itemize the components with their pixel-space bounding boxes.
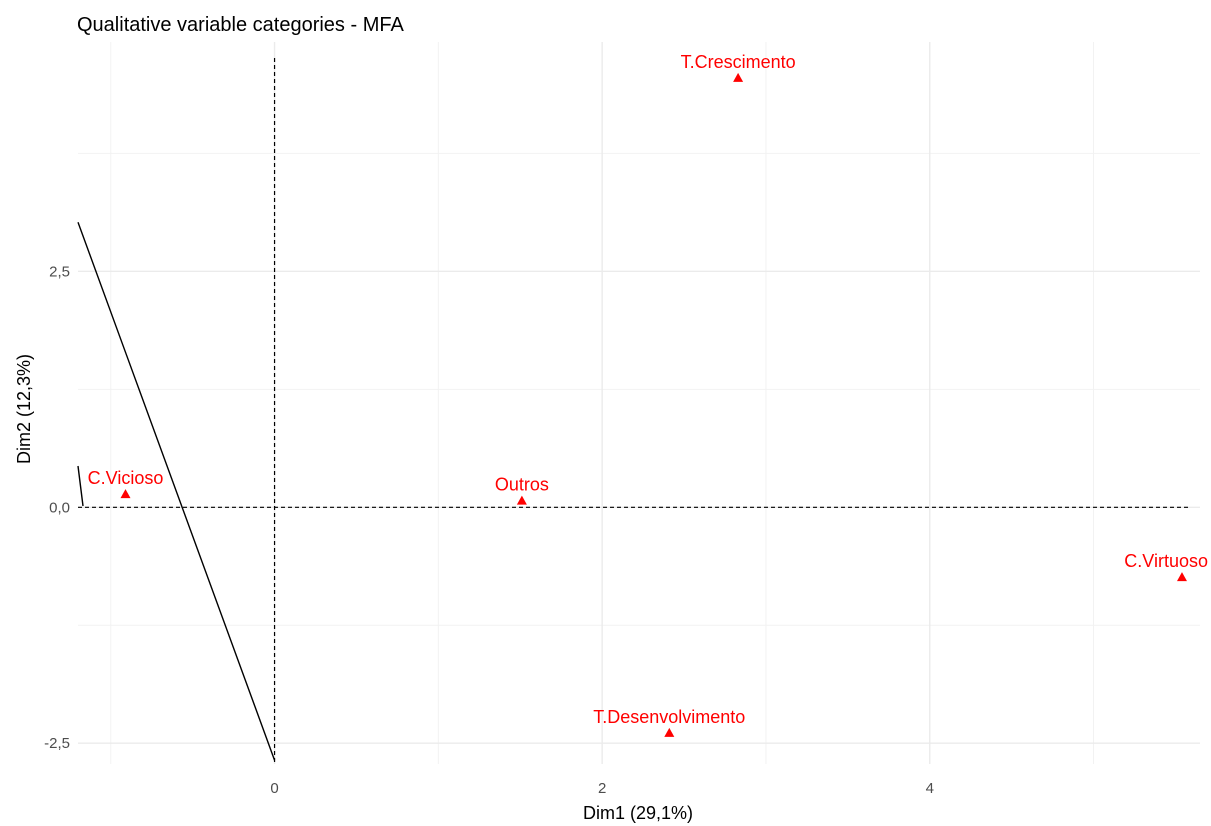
y-tick-label: -2,5: [44, 735, 70, 752]
point-label: T.Crescimento: [681, 52, 796, 72]
point-marker: [1176, 572, 1187, 582]
y-axis-ticks: -2,5 0,0 2,5: [44, 263, 70, 752]
y-tick-label: 2,5: [49, 263, 70, 280]
y-tick-label: 0,0: [49, 499, 70, 516]
y-axis-title: Dim2 (12,3%): [14, 354, 34, 464]
boundary-line: [77, 222, 276, 761]
reference-lines: [78, 58, 1190, 764]
x-axis-ticks: 0 2 4: [270, 780, 934, 797]
x-tick-label: 0: [270, 780, 278, 797]
x-tick-label: 2: [598, 780, 606, 797]
major-gridlines: [78, 42, 1200, 764]
point-labels: T.Crescimento C.Vicioso Outros C.Virtuoso T.…: [88, 52, 1208, 727]
x-tick-label: 4: [926, 780, 934, 797]
boundary-line-group: [77, 222, 276, 761]
minor-gridlines: [78, 42, 1200, 764]
point-marker: [120, 489, 131, 499]
chart-title: Qualitative variable categories - MFA: [77, 14, 404, 36]
point-label: Outros: [495, 475, 549, 495]
point-label: T.Desenvolvimento: [593, 707, 745, 727]
point-label: C.Vicioso: [88, 468, 164, 488]
point-marker: [664, 727, 675, 737]
x-axis-title: Dim1 (29,1%): [583, 803, 693, 823]
point-marker: [733, 72, 744, 82]
point-marker: [516, 495, 527, 505]
boundary-line-stub: [77, 465, 84, 507]
point-label: C.Virtuoso: [1124, 551, 1208, 571]
data-points: [120, 72, 1187, 737]
